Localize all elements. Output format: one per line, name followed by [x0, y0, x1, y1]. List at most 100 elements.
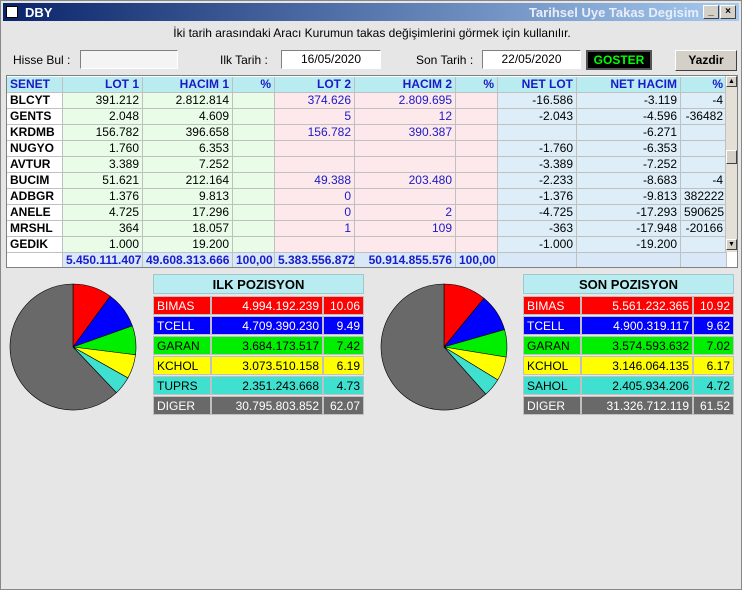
- ilk-pozisyon-pct: 10.06: [323, 296, 364, 315]
- ilk-pozisyon-pct: 62.07: [323, 396, 364, 415]
- table-row[interactable]: AVTUR 3.389 7.252 -3.389 -7.252: [7, 157, 727, 173]
- ilk-pozisyon-value: 4.994.192.239: [211, 296, 323, 315]
- table-cell: [456, 141, 498, 157]
- grid-header-cell[interactable]: HACIM 2: [355, 77, 456, 93]
- son-pozisyon-pct: 6.17: [693, 356, 734, 375]
- son-pozisyon-value: 31.326.712.119: [581, 396, 693, 415]
- ilk-pozisyon-name: TCELL: [153, 316, 211, 335]
- table-cell: -363: [498, 221, 577, 237]
- title-bar[interactable]: DBY Tarihsel Uye Takas Degisim _ ×: [3, 3, 739, 21]
- ilk-pozisyon-row: GARAN 3.684.173.517 7.42: [153, 336, 364, 355]
- scroll-down-icon[interactable]: ▼: [726, 239, 737, 250]
- table-cell: [456, 221, 498, 237]
- table-cell: 5: [275, 109, 355, 125]
- table-cell: 1.376: [63, 189, 143, 205]
- grid-header-cell[interactable]: SENET: [7, 77, 63, 93]
- table-cell: [456, 189, 498, 205]
- grid-header-cell[interactable]: LOT 1: [63, 77, 143, 93]
- son-pozisyon-title: SON POZISYON: [523, 274, 734, 294]
- table-cell: 374.626: [275, 93, 355, 109]
- table-cell: [456, 237, 498, 253]
- grid-header-cell[interactable]: %: [456, 77, 498, 93]
- grid-header-cell[interactable]: HACIM 1: [143, 77, 233, 93]
- table-cell: [681, 157, 727, 173]
- table-cell: [233, 93, 275, 109]
- table-row[interactable]: NUGYO 1.760 6.353 -1.760 -6.353: [7, 141, 727, 157]
- ilk-pozisyon-pct: 7.42: [323, 336, 364, 355]
- table-cell: -6.271: [577, 125, 681, 141]
- grid-header-cell[interactable]: NET LOT: [498, 77, 577, 93]
- table-cell: [681, 141, 727, 157]
- table-cell: [456, 157, 498, 173]
- son-pozisyon-value: 3.574.593.632: [581, 336, 693, 355]
- son-tarih-label: Son Tarih :: [416, 53, 474, 67]
- table-cell: -17.293: [577, 205, 681, 221]
- table-cell: -1.000: [498, 237, 577, 253]
- son-pozisyon-row: GARAN 3.574.593.632 7.02: [523, 336, 734, 355]
- table-cell: 12: [355, 109, 456, 125]
- table-cell: 7.252: [143, 157, 233, 173]
- grid-header-cell[interactable]: %: [233, 77, 275, 93]
- table-cell: -8.683: [577, 173, 681, 189]
- table-cell: 2: [355, 205, 456, 221]
- son-pozisyon-pct: 7.02: [693, 336, 734, 355]
- son-pozisyon-name: SAHOL: [523, 376, 581, 395]
- senet-cell: GENTS: [7, 109, 63, 125]
- yazdir-button[interactable]: Yazdir: [675, 50, 737, 71]
- grid-scrollbar[interactable]: ▲ ▼: [725, 76, 737, 252]
- table-cell: [233, 125, 275, 141]
- table-cell: 390.387: [355, 125, 456, 141]
- ilk-pozisyon-value: 3.073.510.158: [211, 356, 323, 375]
- table-cell: 2.048: [63, 109, 143, 125]
- table-row[interactable]: BUCIM 51.621 212.164 49.388 203.480 -2.233 -8.…: [7, 173, 727, 189]
- table-row[interactable]: GENTS 2.048 4.609 5 12 -2.043 -4.596 -36482: [7, 109, 727, 125]
- table-cell: 9.813: [143, 189, 233, 205]
- grid-header-cell[interactable]: NET HACIM: [577, 77, 681, 93]
- ilk-pozisyon-value: 30.795.803.852: [211, 396, 323, 415]
- minimize-icon[interactable]: _: [703, 5, 719, 19]
- table-cell: 2.812.814: [143, 93, 233, 109]
- senet-cell: NUGYO: [7, 141, 63, 157]
- table-cell: [233, 109, 275, 125]
- table-cell: 0: [275, 205, 355, 221]
- grid-header-cell[interactable]: %: [681, 77, 727, 93]
- ilk-pozisyon-row: DIGER 30.795.803.852 62.07: [153, 396, 364, 415]
- ilk-pozisyon-name: KCHOL: [153, 356, 211, 375]
- table-cell: -4: [681, 173, 727, 189]
- app-icon: [6, 6, 18, 18]
- table-row[interactable]: KRDMB 156.782 396.658 156.782 390.387 -6.271: [7, 125, 727, 141]
- table-cell: [275, 237, 355, 253]
- son-pozisyon-row: DIGER 31.326.712.119 61.52: [523, 396, 734, 415]
- table-cell: 364: [63, 221, 143, 237]
- scroll-thumb[interactable]: [726, 150, 737, 164]
- table-cell: [498, 125, 577, 141]
- goster-button[interactable]: GOSTER: [586, 50, 652, 70]
- table-row[interactable]: MRSHL 364 18.057 1 109 -363 -17.948 -20166: [7, 221, 727, 237]
- son-pozisyon-pct: 10.92: [693, 296, 734, 315]
- table-row[interactable]: ANELE 4.725 17.296 0 2 -4.725 -17.293 590625: [7, 205, 727, 221]
- senet-cell: BUCIM: [7, 173, 63, 189]
- table-cell: [275, 157, 355, 173]
- close-icon[interactable]: ×: [720, 5, 736, 19]
- table-cell: 396.658: [143, 125, 233, 141]
- takas-grid[interactable]: SENET LOT 1 HACIM 1% LOT 2 HACIM 2% NET LOT NE…: [6, 75, 738, 268]
- scroll-up-icon[interactable]: ▲: [726, 76, 737, 87]
- table-cell: -2.043: [498, 109, 577, 125]
- table-cell: [233, 205, 275, 221]
- ilk-pozisyon-pct: 4.73: [323, 376, 364, 395]
- table-row[interactable]: ADBGR 1.376 9.813 0 -1.376 -9.813 382222: [7, 189, 727, 205]
- total-cell: 5.383.556.872: [275, 253, 355, 267]
- table-cell: 49.388: [275, 173, 355, 189]
- table-cell: [233, 141, 275, 157]
- son-pozisyon-name: KCHOL: [523, 356, 581, 375]
- table-row[interactable]: GEDIK 1.000 19.200 -1.000 -19.200: [7, 237, 727, 253]
- table-cell: 382222: [681, 189, 727, 205]
- ilk-tarih-label: Ilk Tarih :: [220, 53, 268, 67]
- son-tarih-input[interactable]: 22/05/2020: [482, 50, 581, 69]
- ilk-tarih-input[interactable]: 16/05/2020: [281, 50, 381, 69]
- grid-header-cell[interactable]: LOT 2: [275, 77, 355, 93]
- pie-slice-diger: [380, 283, 487, 411]
- hisse-input[interactable]: [80, 50, 178, 69]
- table-cell: [456, 93, 498, 109]
- table-row[interactable]: BLCYT 391.212 2.812.814 374.626 2.809.695 -16…: [7, 93, 727, 109]
